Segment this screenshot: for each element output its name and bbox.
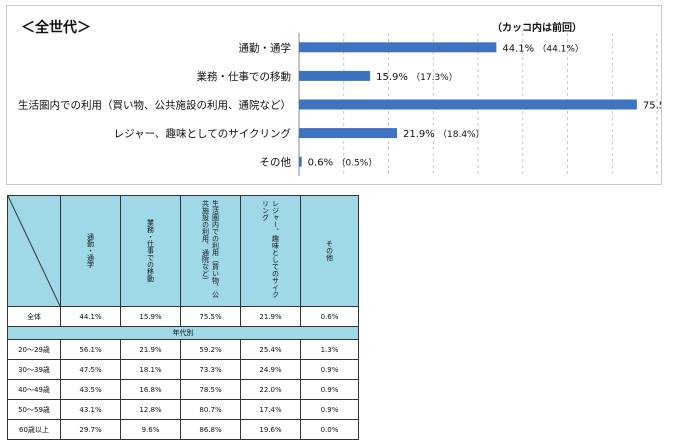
table-cell: 43.5%	[60, 379, 121, 400]
table-row: 60歳以上 29.7% 9.6% 86.8% 19.6% 0.0%	[7, 419, 359, 440]
category-label: 生活圏内での利用（買い物、公共施設の利用、通院など）	[18, 99, 291, 112]
table-cell: 59.2%	[180, 339, 241, 360]
row-label: 40〜49歳	[7, 379, 61, 400]
table-cell: 44.1%	[60, 306, 121, 327]
previous-value-label: （0.5%）	[336, 158, 377, 169]
table-cell: 0.6%	[300, 306, 359, 327]
table-cell: 22.0%	[240, 379, 301, 400]
table-row-overall: 全体 44.1% 15.9% 75.5% 21.9% 0.6%	[7, 306, 359, 327]
table-cell: 21.9%	[240, 306, 301, 327]
previous-value-label: （18.4%）	[438, 129, 485, 140]
bar	[299, 70, 371, 81]
table-cell: 29.7%	[60, 419, 121, 440]
value-label: 0.6%	[308, 158, 333, 169]
table-cell: 16.8%	[120, 379, 181, 400]
corner-cell	[7, 195, 61, 307]
row-label: 20〜29歳	[7, 339, 61, 360]
col-header: レジャー、趣味としてのサイクリング	[240, 195, 301, 307]
table-cell: 25.4%	[240, 339, 301, 360]
value-label: 15.9%	[376, 72, 408, 83]
row-label: 50〜59歳	[7, 399, 61, 420]
col-header: 通勤・通学	[60, 195, 121, 307]
table-cell: 86.8%	[180, 419, 241, 440]
category-label: レジャー、趣味としてのサイクリング	[114, 127, 292, 140]
table-cell: 9.6%	[120, 419, 181, 440]
table-cell: 21.9%	[120, 339, 181, 360]
col-header: 業務・仕事での移動	[120, 195, 181, 307]
table-cell: 1.3%	[300, 339, 359, 360]
table-header-row: 通勤・通学 業務・仕事での移動 生活圏内での利用（買い物、公共施設の利用、通院な…	[7, 195, 359, 307]
category-label: 通勤・通学	[239, 41, 292, 54]
bar	[299, 99, 637, 110]
col-header: その他	[300, 195, 359, 307]
chart-title: ＜全世代＞	[21, 20, 91, 36]
bar	[299, 42, 497, 53]
bar-chart: 通勤・通学 44.1% （44.1%） 業務・仕事での移動 15.9% （17.3%） 生活…	[18, 33, 661, 176]
table-cell: 18.1%	[120, 359, 181, 380]
table-cell: 78.5%	[180, 379, 241, 400]
table-cell: 80.7%	[180, 399, 241, 420]
table-cell: 0.9%	[300, 399, 359, 420]
table-cell: 73.3%	[180, 359, 241, 380]
table-cell: 0.0%	[300, 419, 359, 440]
category-label: 業務・仕事での移動	[197, 70, 292, 83]
table-group-row: 年代別	[7, 326, 359, 340]
table-cell: 12.8%	[120, 399, 181, 420]
table-row: 40〜49歳 43.5% 16.8% 78.5% 22.0% 0.9%	[7, 379, 359, 400]
col-header: 生活圏内での利用（買い物、公共施設の利用、通院など）	[180, 195, 241, 307]
row-label: 全体	[7, 306, 61, 327]
table-cell: 19.6%	[240, 419, 301, 440]
chart-panel: 通勤・通学 44.1% （44.1%） 業務・仕事での移動 15.9% （17.3%） 生活…	[6, 5, 662, 185]
data-table: 通勤・通学 業務・仕事での移動 生活圏内での利用（買い物、公共施設の利用、通院な…	[7, 195, 359, 440]
table-cell: 15.9%	[120, 306, 181, 327]
value-label: 44.1%	[502, 43, 534, 54]
table-row: 30〜39歳 47.5% 18.1% 73.3% 24.9% 0.9%	[7, 359, 359, 380]
table-cell: 75.5%	[180, 306, 241, 327]
group-label: 年代別	[7, 326, 359, 340]
table-row: 20〜29歳 56.1% 21.9% 59.2% 25.4% 1.3%	[7, 339, 359, 360]
value-label: 21.9%	[403, 129, 435, 140]
previous-value-label: （44.1%）	[537, 43, 584, 54]
table-cell: 17.4%	[240, 399, 301, 420]
chart-note: （カッコ内は前回）	[492, 23, 582, 34]
table-cell: 47.5%	[60, 359, 121, 380]
previous-value-label: （17.3%）	[411, 72, 458, 83]
value-label: 75.5%	[643, 101, 661, 112]
row-label: 30〜39歳	[7, 359, 61, 380]
row-label: 60歳以上	[7, 419, 61, 440]
category-label: その他	[260, 156, 292, 169]
bar	[299, 156, 302, 167]
table-cell: 0.9%	[300, 359, 359, 380]
table-cell: 56.1%	[60, 339, 121, 360]
table-row: 50〜59歳 43.1% 12.8% 80.7% 17.4% 0.9%	[7, 399, 359, 420]
bar	[299, 128, 398, 139]
table-cell: 24.9%	[240, 359, 301, 380]
table-cell: 0.9%	[300, 379, 359, 400]
corner-diagonal	[8, 196, 60, 306]
table-cell: 43.1%	[60, 399, 121, 420]
